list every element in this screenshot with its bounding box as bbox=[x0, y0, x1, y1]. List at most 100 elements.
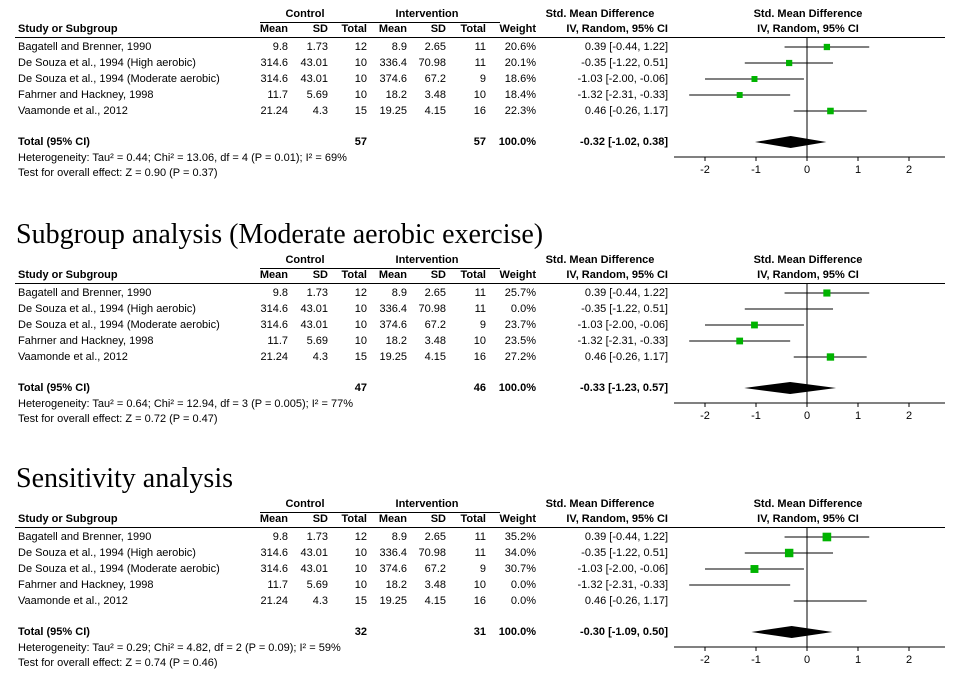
control-mean: 9.8 bbox=[272, 531, 288, 543]
study-name: Vaamonde et al., 2012 bbox=[18, 595, 128, 607]
plot-header-bottom: IV, Random, 95% CI bbox=[757, 513, 859, 525]
study-name: De Souza et al., 1994 (Moderate aerobic) bbox=[18, 563, 220, 575]
intervention-total: 9 bbox=[479, 319, 486, 331]
weight-header: Weight bbox=[499, 269, 536, 281]
x-tick-label: 0 bbox=[804, 164, 810, 176]
control-group-header: Control bbox=[285, 498, 325, 510]
intervention-group-header: Intervention bbox=[395, 498, 459, 510]
total-control: 32 bbox=[354, 626, 367, 638]
control-mean-header: Mean bbox=[259, 23, 288, 35]
x-tick-label: 2 bbox=[906, 410, 912, 422]
control-sd: 1.73 bbox=[306, 531, 328, 543]
intervention-mean: 374.6 bbox=[379, 319, 407, 331]
x-tick-label: -2 bbox=[700, 654, 710, 666]
intervention-mean: 19.25 bbox=[379, 595, 407, 607]
pooled-diamond bbox=[744, 382, 837, 394]
intervention-sd-header: SD bbox=[430, 513, 446, 525]
control-mean: 11.7 bbox=[267, 89, 288, 101]
control-mean: 9.8 bbox=[272, 41, 288, 53]
effect-square bbox=[786, 59, 793, 67]
intervention-total: 11 bbox=[474, 531, 486, 543]
control-sd: 4.3 bbox=[312, 595, 328, 607]
study-effect-ci: 0.46 [-0.26, 1.17] bbox=[584, 351, 668, 363]
study-name: De Souza et al., 1994 (Moderate aerobic) bbox=[18, 73, 220, 85]
x-tick-label: 1 bbox=[855, 410, 861, 422]
study-weight: 27.2% bbox=[504, 351, 536, 363]
control-total: 15 bbox=[354, 595, 367, 607]
total-intervention: 57 bbox=[473, 136, 486, 148]
study-weight: 0.0% bbox=[510, 579, 536, 591]
study-weight: 30.7% bbox=[504, 563, 536, 575]
control-mean: 314.6 bbox=[260, 563, 288, 575]
header-rule bbox=[15, 527, 945, 528]
study-weight: 20.6% bbox=[504, 41, 536, 53]
effect-square bbox=[750, 565, 759, 573]
effect-square bbox=[736, 337, 744, 345]
control-total: 12 bbox=[354, 287, 367, 299]
control-sd: 43.01 bbox=[300, 57, 328, 69]
study-weight: 35.2% bbox=[504, 531, 536, 543]
x-tick-label: -1 bbox=[751, 410, 761, 422]
control-total: 10 bbox=[354, 57, 367, 69]
x-tick-label: -1 bbox=[751, 654, 761, 666]
study-effect-ci: -1.32 [-2.31, -0.33] bbox=[577, 335, 669, 347]
control-sd-header: SD bbox=[312, 269, 328, 281]
overall-effect-test: Test for overall effect: Z = 0.90 (P = 0… bbox=[18, 167, 218, 179]
x-tick-label: 1 bbox=[855, 164, 861, 176]
effect-square bbox=[822, 532, 832, 542]
control-total: 12 bbox=[354, 41, 367, 53]
intervention-total: 16 bbox=[473, 595, 486, 607]
control-sd-header: SD bbox=[312, 23, 328, 35]
intervention-sd: 67.2 bbox=[424, 319, 446, 331]
study-effect-ci: 0.39 [-0.44, 1.22] bbox=[584, 41, 668, 53]
control-group-header: Control bbox=[285, 254, 325, 266]
intervention-total: 11 bbox=[474, 41, 486, 53]
intervention-sd: 2.65 bbox=[424, 531, 446, 543]
study-effect-ci: 0.39 [-0.44, 1.22] bbox=[584, 531, 668, 543]
control-total-header: Total bbox=[341, 269, 367, 281]
study-name: De Souza et al., 1994 (High aerobic) bbox=[18, 547, 196, 559]
x-tick-label: -1 bbox=[751, 164, 761, 176]
weight-header: Weight bbox=[499, 513, 536, 525]
control-total: 12 bbox=[354, 531, 367, 543]
total-effect-ci: -0.32 [-1.02, 0.38] bbox=[579, 136, 668, 148]
study-effect-ci: 0.39 [-0.44, 1.22] bbox=[584, 287, 668, 299]
heterogeneity-stats: Heterogeneity: Tau² = 0.64; Chi² = 12.94… bbox=[18, 398, 353, 410]
x-tick-label: 2 bbox=[906, 654, 912, 666]
intervention-mean: 336.4 bbox=[379, 547, 407, 559]
control-total: 10 bbox=[354, 547, 367, 559]
plot-header-bottom: IV, Random, 95% CI bbox=[757, 269, 859, 281]
total-intervention: 46 bbox=[473, 382, 486, 394]
intervention-total: 10 bbox=[473, 89, 486, 101]
x-tick-label: 1 bbox=[855, 654, 861, 666]
intervention-sd: 4.15 bbox=[424, 105, 446, 117]
intervention-mean: 18.2 bbox=[385, 335, 407, 347]
control-total: 10 bbox=[354, 303, 367, 315]
effect-square bbox=[736, 92, 743, 98]
intervention-sd: 70.98 bbox=[418, 547, 446, 559]
control-total: 15 bbox=[354, 105, 367, 117]
intervention-total-header: Total bbox=[460, 269, 486, 281]
intervention-mean: 8.9 bbox=[391, 531, 407, 543]
x-tick-label: 2 bbox=[906, 164, 912, 176]
panel-title: Subgroup analysis (Moderate aerobic exer… bbox=[16, 219, 544, 250]
study-effect-ci: -1.03 [-2.00, -0.06] bbox=[577, 563, 669, 575]
study-effect-ci: -1.32 [-2.31, -0.33] bbox=[577, 89, 669, 101]
intervention-mean-header: Mean bbox=[378, 23, 407, 35]
control-mean: 11.7 bbox=[267, 579, 288, 591]
intervention-mean: 336.4 bbox=[379, 303, 407, 315]
control-total-header: Total bbox=[341, 513, 367, 525]
study-name: De Souza et al., 1994 (High aerobic) bbox=[18, 57, 196, 69]
x-tick-label: -2 bbox=[700, 410, 710, 422]
control-mean: 314.6 bbox=[260, 547, 288, 559]
effect-square bbox=[751, 76, 758, 82]
intervention-mean: 18.2 bbox=[385, 579, 407, 591]
intervention-mean-header: Mean bbox=[378, 513, 407, 525]
study-weight: 0.0% bbox=[510, 303, 536, 315]
intervention-sd: 4.15 bbox=[424, 351, 446, 363]
study-name: Bagatell and Brenner, 1990 bbox=[18, 287, 152, 299]
control-sd: 1.73 bbox=[306, 287, 328, 299]
control-total: 10 bbox=[354, 579, 367, 591]
